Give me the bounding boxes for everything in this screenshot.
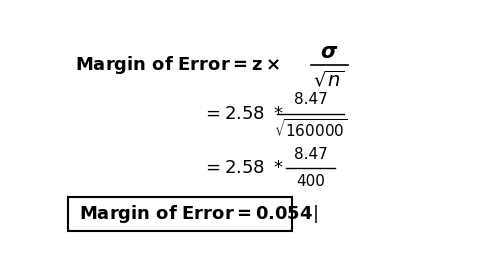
FancyBboxPatch shape — [67, 197, 292, 231]
Text: 8.47: 8.47 — [294, 147, 327, 162]
Text: $=2.58\ *$: $=2.58\ *$ — [202, 105, 284, 123]
Text: 400: 400 — [296, 174, 325, 189]
Text: $=2.58\ *$: $=2.58\ *$ — [202, 159, 284, 177]
Text: $\boldsymbol{\sqrt{n}}$: $\boldsymbol{\sqrt{n}}$ — [313, 70, 345, 91]
Text: $\boldsymbol{\sigma}$: $\boldsymbol{\sigma}$ — [320, 42, 338, 62]
Text: $\mathbf{Margin\ of\ Error=0.054}$|: $\mathbf{Margin\ of\ Error=0.054}$| — [79, 203, 318, 225]
Text: $\mathbf{Margin\ of\ Error = z \times}$: $\mathbf{Margin\ of\ Error = z \times}$ — [75, 54, 280, 76]
Text: 8.47: 8.47 — [294, 92, 327, 107]
Text: $\sqrt{160000}$: $\sqrt{160000}$ — [274, 118, 347, 140]
